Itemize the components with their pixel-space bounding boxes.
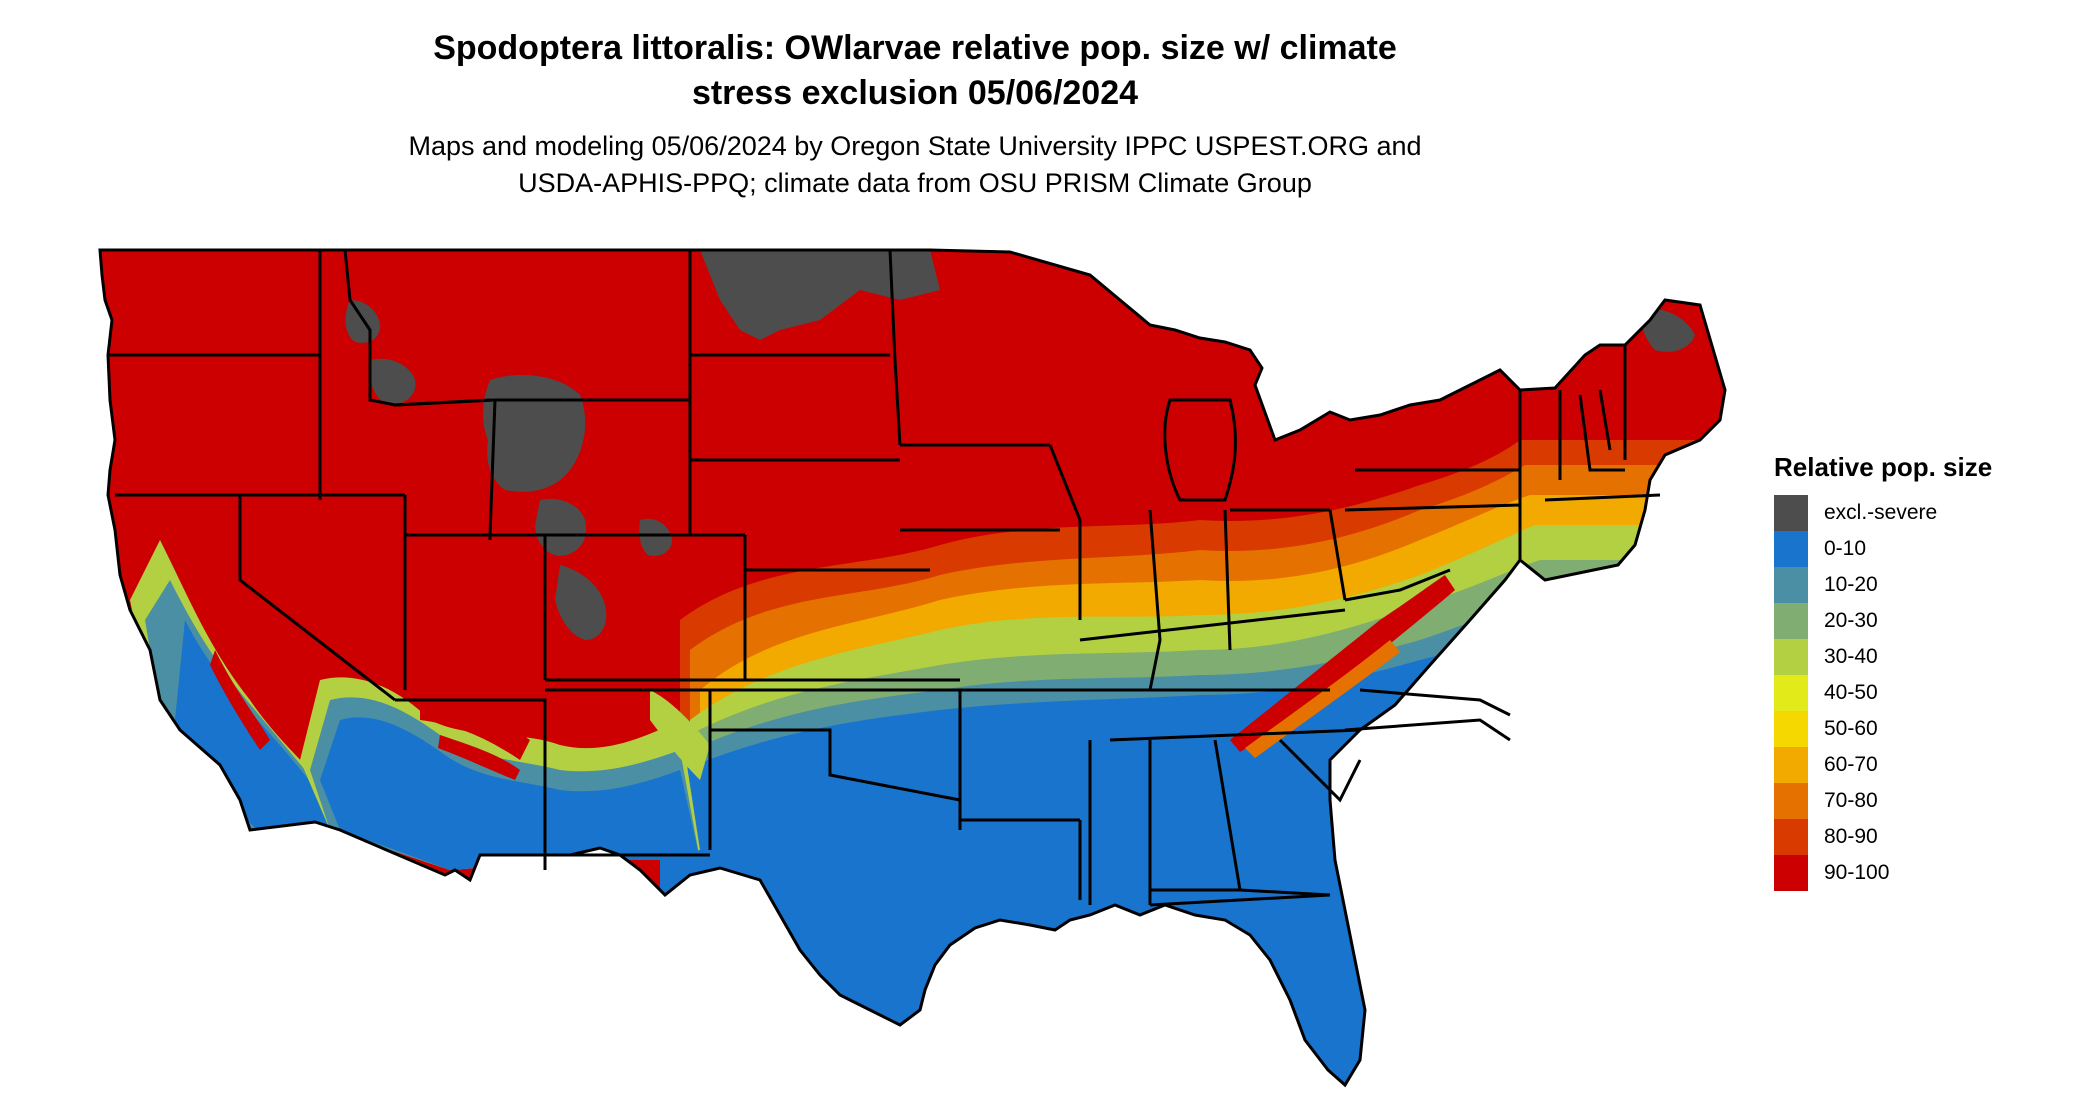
legend-item: 20-30 xyxy=(1774,603,1992,639)
map-subtitle: Maps and modeling 05/06/2024 by Oregon S… xyxy=(0,128,1830,202)
legend-swatch xyxy=(1774,567,1808,603)
legend-items: excl.-severe 0-10 10-20 20-30 30-40 40-50 50-6… xyxy=(1774,495,1992,891)
legend-swatch xyxy=(1774,675,1808,711)
legend-item: 40-50 xyxy=(1774,675,1992,711)
legend-label: 60-70 xyxy=(1824,753,1878,776)
us-map-svg xyxy=(98,248,1727,1087)
map-subtitle-line-1: Maps and modeling 05/06/2024 by Oregon S… xyxy=(408,131,1422,161)
title-block: Spodoptera littoralis: OWlarvae relative… xyxy=(0,26,1830,202)
map-title-line-2: stress exclusion 05/06/2024 xyxy=(691,74,1139,112)
legend-label: 90-100 xyxy=(1824,861,1890,884)
legend-item: 70-80 xyxy=(1774,783,1992,819)
legend-item: 60-70 xyxy=(1774,747,1992,783)
legend-title: Relative pop. size xyxy=(1774,452,1993,482)
legend-swatch xyxy=(1774,531,1808,567)
legend-swatch xyxy=(1774,819,1808,855)
state-borders xyxy=(98,248,1727,1087)
legend-swatch xyxy=(1774,747,1808,783)
legend-swatch xyxy=(1774,783,1808,819)
map-color-fill xyxy=(100,250,1725,1085)
legend-item: 10-20 xyxy=(1774,567,1992,603)
legend-swatch xyxy=(1774,495,1808,531)
legend-item: excl.-severe xyxy=(1774,495,1992,531)
legend-item: 90-100 xyxy=(1774,855,1992,891)
legend-label: excl.-severe xyxy=(1824,501,1938,524)
legend-swatch xyxy=(1774,711,1808,747)
us-map xyxy=(90,238,1750,1098)
legend-label: 30-40 xyxy=(1824,645,1878,668)
legend-label: 0-10 xyxy=(1824,537,1867,560)
legend-label: 50-60 xyxy=(1824,717,1878,740)
map-title: Spodoptera littoralis: OWlarvae relative… xyxy=(0,26,1830,116)
legend: Relative pop. size excl.-severe 0-10 10-20… xyxy=(1774,452,1992,891)
legend-label: 80-90 xyxy=(1824,825,1878,848)
legend-item: 80-90 xyxy=(1774,819,1992,855)
legend-label: 70-80 xyxy=(1824,789,1878,812)
legend-swatch xyxy=(1774,639,1808,675)
legend-label: 20-30 xyxy=(1824,609,1878,632)
legend-item: 30-40 xyxy=(1774,639,1992,675)
legend-swatch xyxy=(1774,855,1808,891)
legend-item: 50-60 xyxy=(1774,711,1992,747)
legend-swatch xyxy=(1774,603,1808,639)
map-title-line-1: Spodoptera littoralis: OWlarvae relative… xyxy=(433,29,1397,67)
legend-label: 40-50 xyxy=(1824,681,1878,704)
map-subtitle-line-2: USDA-APHIS-PPQ; climate data from OSU PR… xyxy=(518,168,1312,198)
legend-item: 0-10 xyxy=(1774,531,1992,567)
legend-label: 10-20 xyxy=(1824,573,1878,596)
